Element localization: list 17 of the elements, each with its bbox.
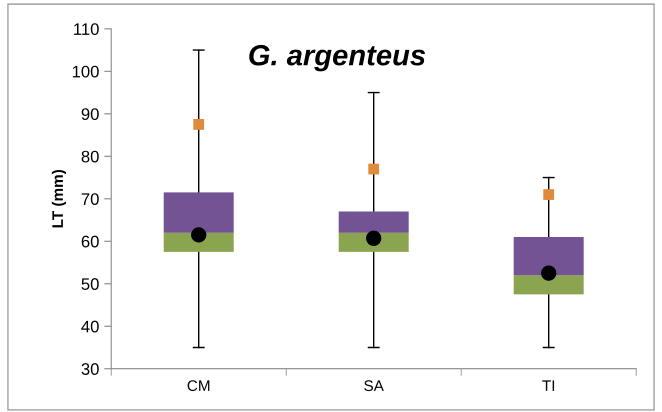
y-tick-label: 80	[82, 150, 99, 163]
y-tick-label: 50	[82, 278, 99, 290]
y-tick-label: 110	[74, 23, 99, 36]
y-tick-label: 40	[81, 320, 99, 332]
text: G. argenteus	[249, 44, 426, 72]
y-tick-label: 90	[82, 108, 99, 120]
x-tick-label: CM	[188, 380, 210, 392]
y-tick-label: 30	[82, 363, 99, 375]
y-tick-label: 70	[82, 193, 99, 205]
point	[543, 189, 554, 200]
x-tick-label: TI	[542, 380, 554, 391]
y-tick-label: 100	[72, 66, 99, 78]
y-tick-label: 60	[82, 236, 99, 248]
y-axis-title: LT (mm)	[52, 170, 66, 228]
point	[368, 164, 380, 174]
point	[193, 119, 204, 130]
x-tick-label: SA	[364, 380, 384, 392]
